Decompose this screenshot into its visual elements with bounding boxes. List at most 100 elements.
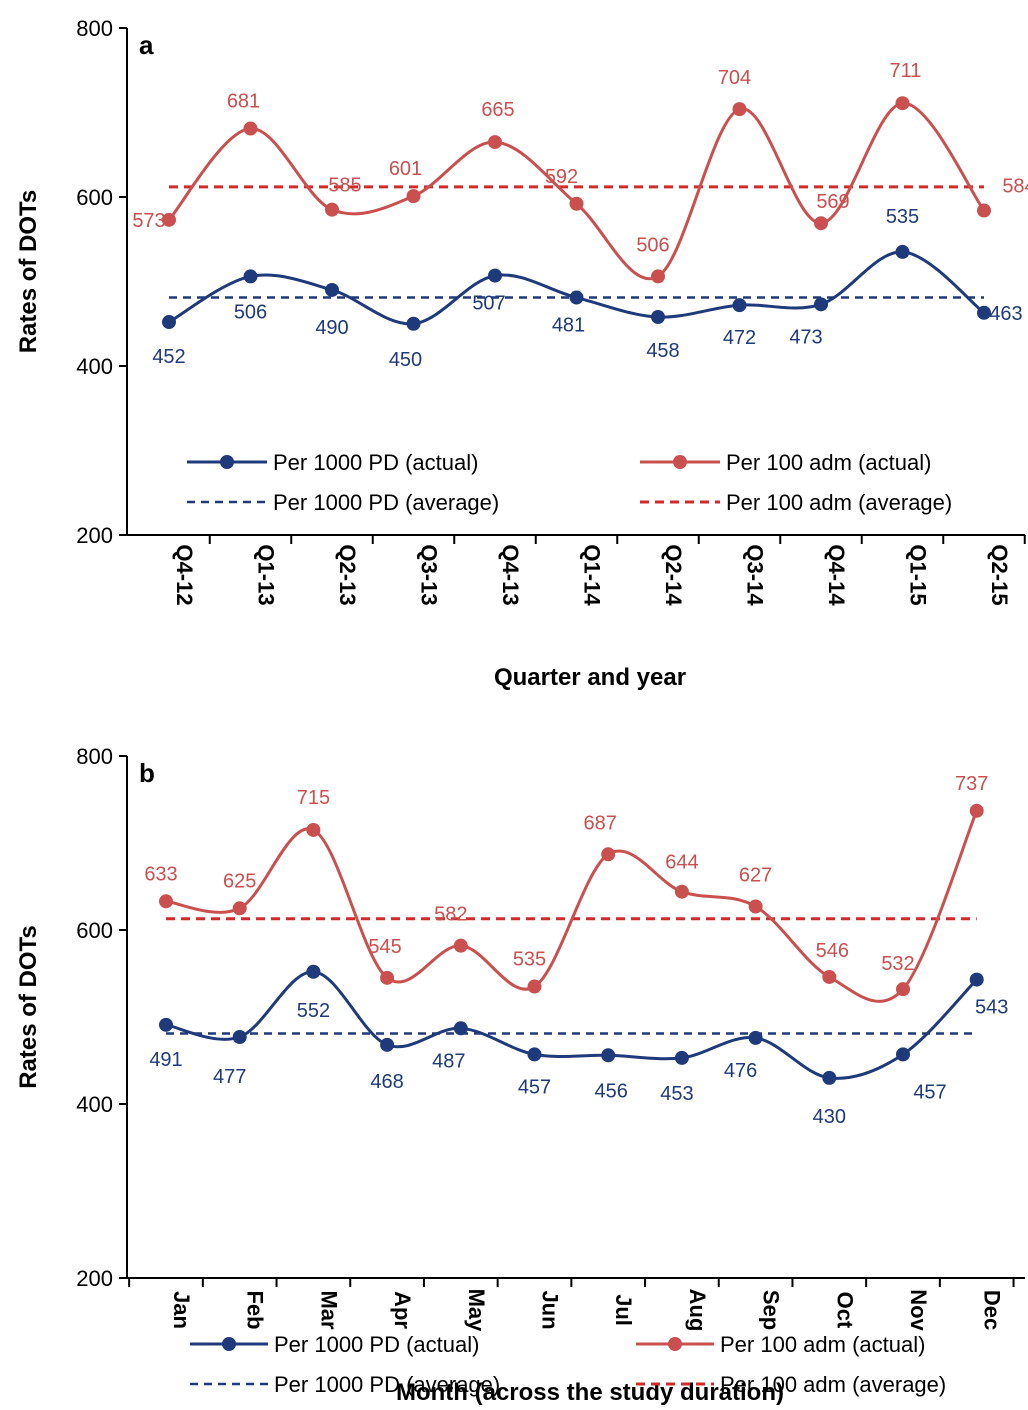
- data-label-adm: 546: [816, 940, 849, 962]
- x-tick-label: Q3-14: [743, 544, 768, 606]
- panel-label: b: [139, 758, 155, 788]
- data-label-adm: 625: [223, 870, 256, 892]
- data-label-pd: 491: [149, 1049, 182, 1071]
- legend-marker-pd-actual: [222, 1337, 236, 1351]
- data-label-pd: 468: [370, 1071, 403, 1093]
- data-point-adm: [162, 212, 176, 227]
- data-label-adm: 665: [481, 99, 514, 121]
- y-axis-title: Rates of DOTs: [15, 925, 42, 1089]
- data-label-pd: 543: [975, 997, 1008, 1019]
- y-tick-label: 800: [76, 744, 113, 769]
- data-label-pd: 453: [660, 1083, 693, 1105]
- series-line-pd-actual: [165, 970, 978, 1080]
- data-point-adm: [232, 901, 247, 916]
- data-point-pd: [162, 315, 176, 330]
- data-point-pd: [822, 1070, 837, 1085]
- x-tick-label: May: [464, 1289, 489, 1333]
- data-point-pd: [732, 298, 747, 313]
- data-label-pd: 458: [646, 340, 679, 362]
- data-point-pd: [406, 316, 421, 331]
- data-label-pd: 552: [297, 1000, 330, 1022]
- data-label-adm: 569: [816, 191, 849, 213]
- data-point-pd: [243, 269, 258, 284]
- data-label-adm: 644: [665, 852, 698, 874]
- data-label-adm: 627: [739, 865, 772, 887]
- data-label-adm: 573: [132, 210, 165, 232]
- data-point-pd: [325, 282, 339, 297]
- x-tick-label: Q2-14: [661, 544, 686, 606]
- legend-label-adm-average: Per 100 adm (average): [720, 1372, 946, 1397]
- x-tick-label: Aug: [685, 1289, 710, 1332]
- data-point-pd: [896, 1047, 910, 1062]
- x-tick-label: Q1-15: [906, 544, 931, 605]
- data-point-pd: [159, 1017, 173, 1032]
- data-point-adm: [895, 96, 910, 111]
- data-point-adm: [453, 938, 468, 953]
- data-point-pd: [814, 297, 828, 312]
- data-point-pd: [977, 305, 991, 320]
- data-point-pd: [380, 1037, 395, 1052]
- data-point-adm: [674, 884, 689, 899]
- data-label-pd: 490: [315, 317, 348, 339]
- data-label-pd: 472: [723, 327, 756, 349]
- x-tick-label: Q3-13: [417, 544, 442, 605]
- data-point-pd: [601, 1048, 616, 1063]
- legend: Per 1000 PD (actual) Per 100 adm (actual)…: [187, 450, 952, 515]
- data-point-adm: [159, 894, 173, 909]
- data-label-adm: 715: [297, 787, 330, 809]
- series-line-adm-actual: [167, 101, 986, 281]
- data-label-pd: 507: [472, 293, 505, 315]
- x-tick-label: Q4-12: [172, 544, 197, 605]
- x-tick-label: Dec: [980, 1290, 1005, 1330]
- data-point-adm: [325, 202, 339, 217]
- data-label-adm: 633: [144, 863, 177, 885]
- data-point-pd: [569, 290, 584, 305]
- x-tick-label: Q2-13: [335, 544, 360, 605]
- data-label-pd: 450: [389, 349, 422, 371]
- data-label-pd: 477: [213, 1066, 246, 1088]
- data-label-adm: 711: [890, 60, 922, 82]
- data-label-adm: 681: [227, 91, 260, 113]
- y-tick-label: 600: [76, 918, 113, 943]
- panel-label: a: [139, 30, 154, 60]
- data-point-adm: [814, 216, 828, 231]
- data-label-pd: 481: [552, 315, 585, 337]
- data-point-pd: [651, 309, 665, 324]
- x-axis-title: Quarter and year: [494, 664, 686, 691]
- x-tick-label: Oct: [832, 1292, 857, 1329]
- data-label-pd: 456: [595, 1080, 628, 1102]
- x-tick-label: Q1-14: [580, 544, 605, 606]
- y-tick-label: 200: [76, 1266, 113, 1291]
- x-tick-label: Q2-15: [987, 544, 1012, 605]
- data-point-pd: [674, 1050, 689, 1065]
- data-label-pd: 476: [724, 1060, 757, 1082]
- series-line-pd-actual: [168, 250, 985, 326]
- y-axis-title: Rates of DOTs: [15, 190, 42, 354]
- data-point-adm: [488, 135, 502, 150]
- legend-label-adm-actual: Per 100 adm (actual): [726, 450, 931, 475]
- data-label-adm: 737: [955, 773, 988, 795]
- data-label-adm: 506: [636, 234, 669, 256]
- x-axis-title: Month (across the study duration): [396, 1379, 784, 1406]
- data-label-adm: 545: [368, 936, 401, 958]
- x-tick-label: Jun: [538, 1290, 563, 1329]
- data-point-adm: [527, 979, 542, 994]
- data-label-adm: 704: [718, 67, 751, 89]
- data-label-pd: 430: [813, 1106, 846, 1128]
- data-label-pd: 535: [886, 206, 919, 228]
- data-point-adm: [380, 970, 395, 985]
- data-label-adm: 584: [1002, 176, 1028, 198]
- chart-panel-a: 200 400 600 800 Q4-12 Q1-13 Q2-13 Q3-13 Q4-13 Q1-…: [15, 16, 1028, 691]
- data-point-pd: [748, 1030, 763, 1045]
- x-tick-label: Q4-14: [824, 544, 849, 606]
- y-tick-label: 200: [76, 523, 113, 548]
- data-point-adm: [306, 822, 321, 837]
- data-point-pd: [527, 1047, 542, 1062]
- data-label-pd: 473: [789, 326, 822, 348]
- x-tick-label: Nov: [906, 1289, 931, 1331]
- data-point-adm: [569, 196, 584, 211]
- data-label-pd: 457: [518, 1076, 551, 1098]
- y-tick-label: 400: [76, 354, 113, 379]
- data-label-adm: 687: [584, 812, 617, 834]
